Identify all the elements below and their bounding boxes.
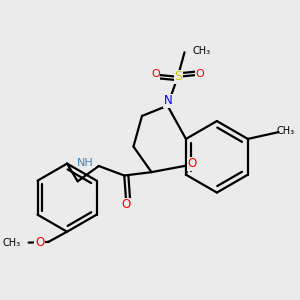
Text: CH₃: CH₃ [192,46,210,56]
Text: O: O [151,69,160,80]
Text: NH: NH [77,158,94,168]
Text: O: O [196,69,205,80]
Text: N: N [164,94,172,107]
Text: CH₃: CH₃ [3,238,21,248]
Text: O: O [35,236,44,249]
Text: O: O [188,158,197,170]
Text: O: O [122,198,130,211]
Text: S: S [174,70,182,83]
Text: CH₃: CH₃ [277,126,295,136]
